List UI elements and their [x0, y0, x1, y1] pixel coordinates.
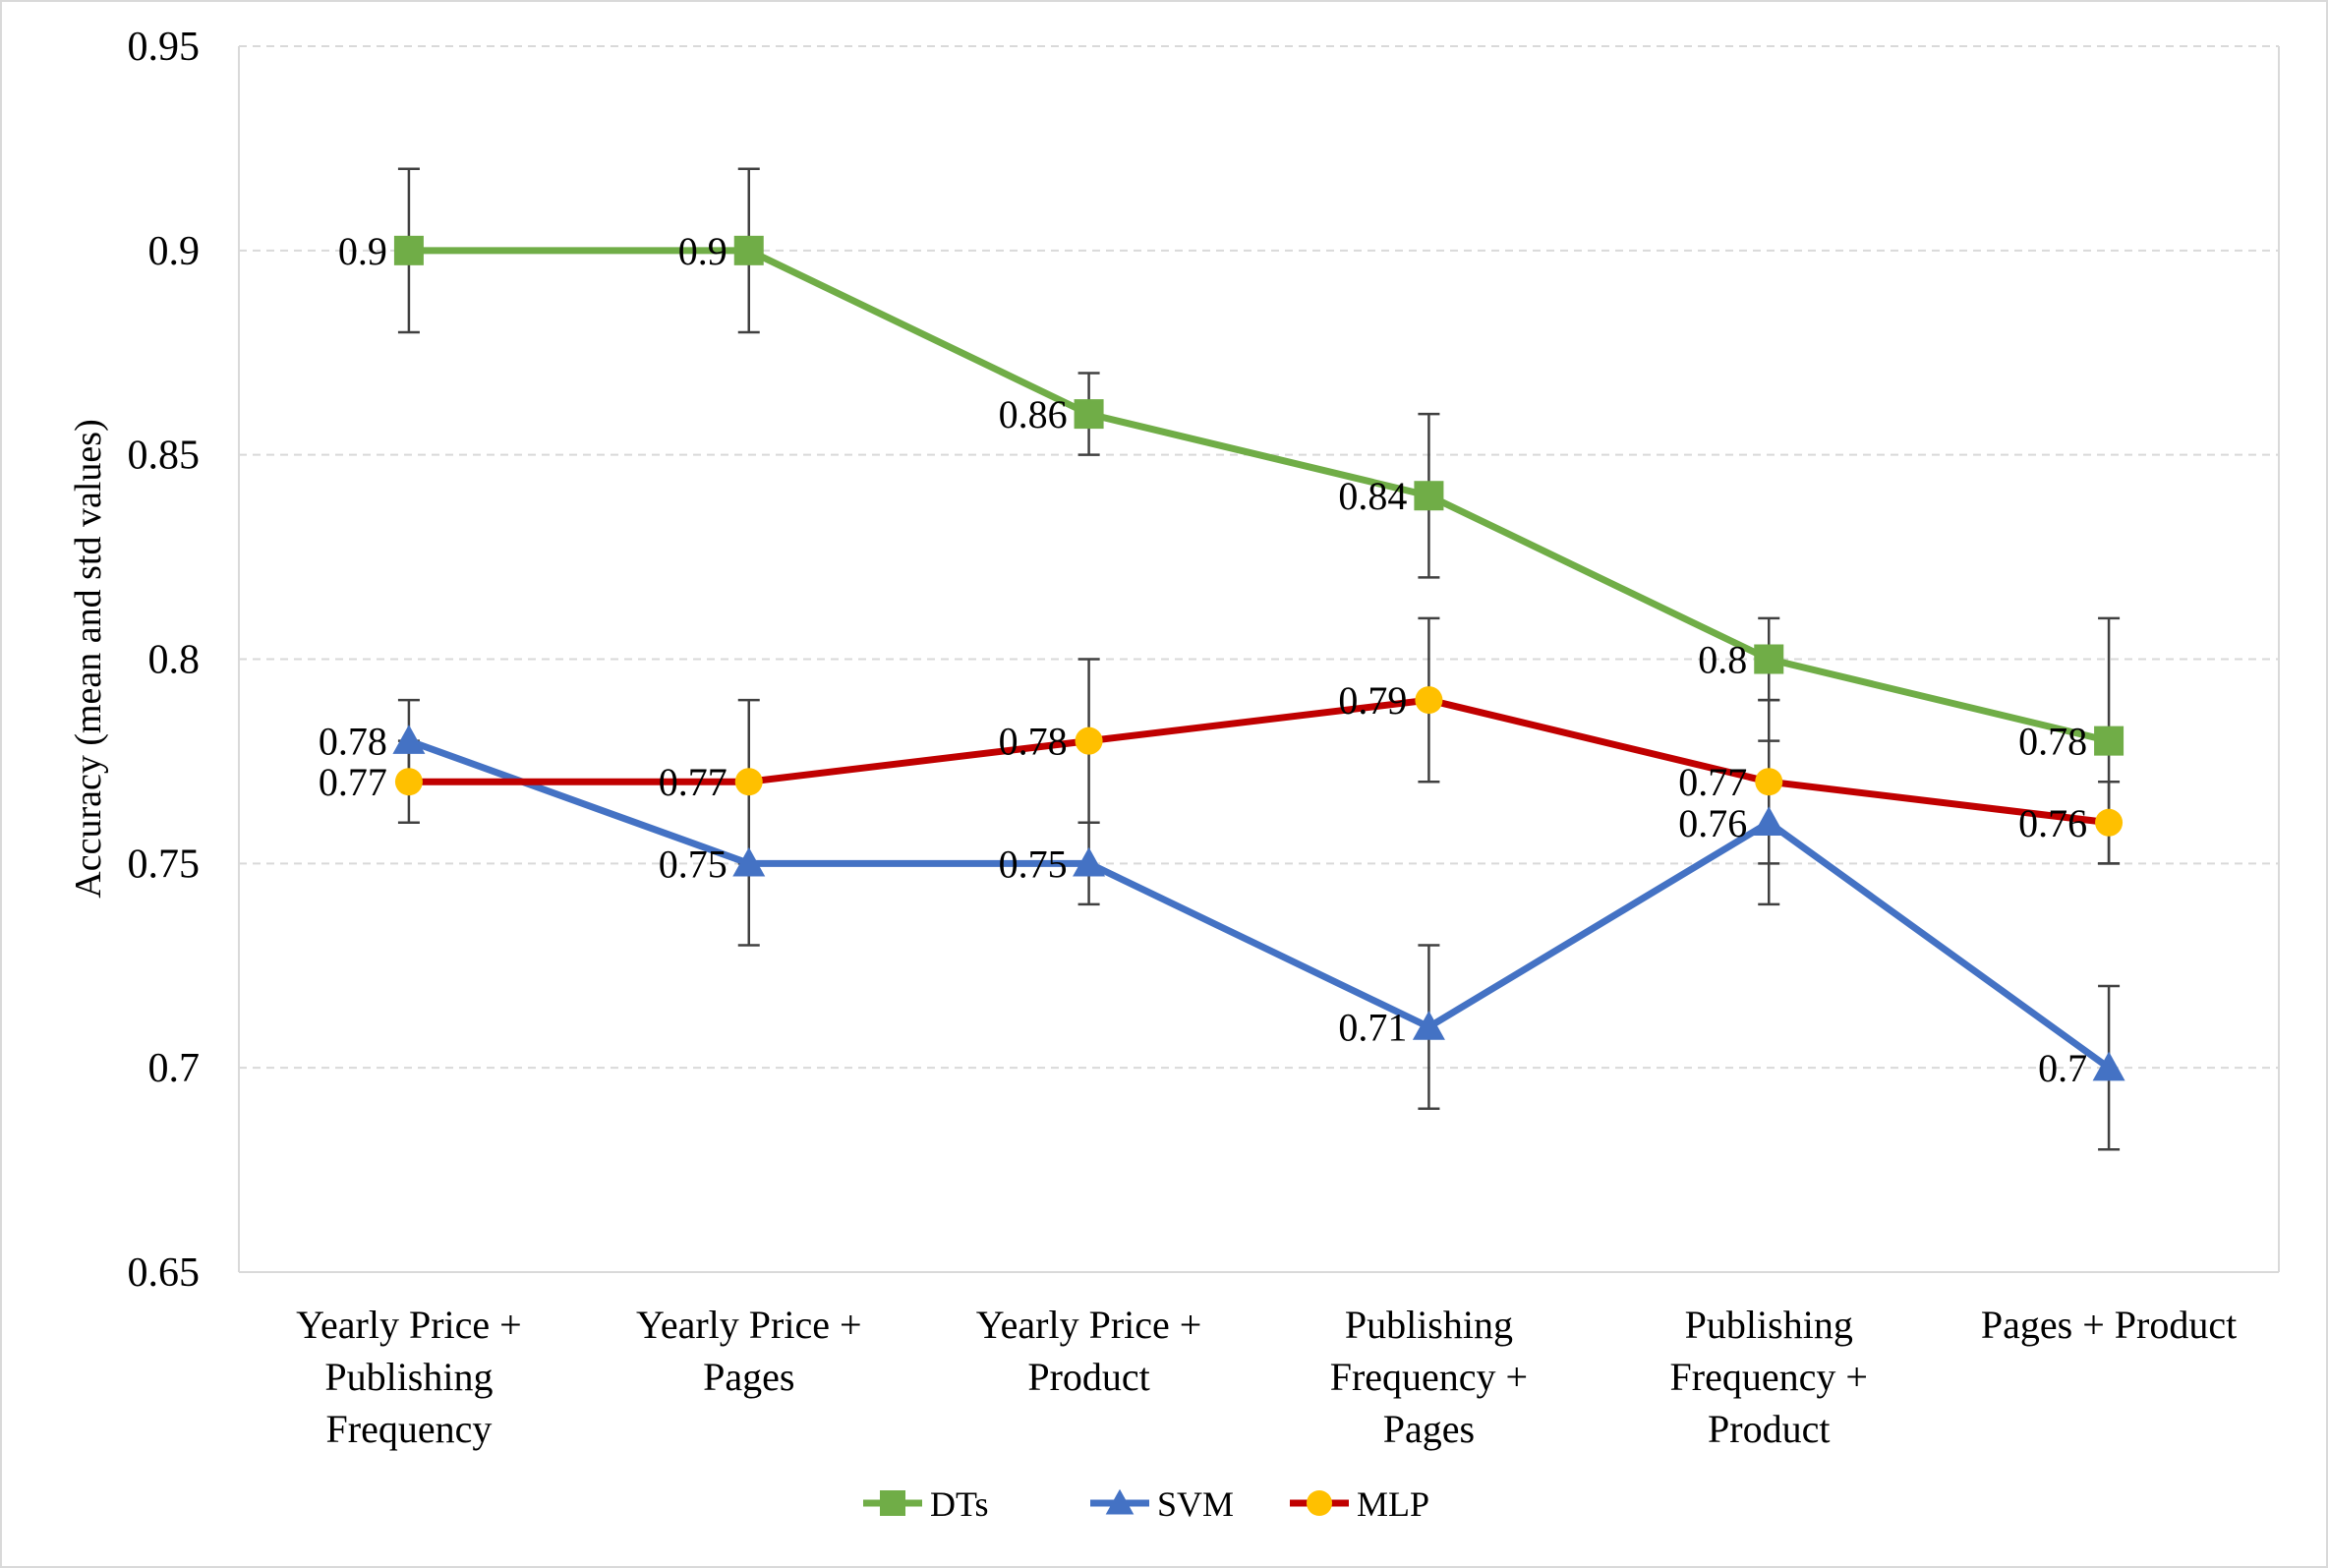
x-category-label: Yearly Price +: [636, 1303, 862, 1347]
y-tick-label: 0.8: [148, 638, 201, 683]
legend: DTs SVM MLP: [863, 1484, 1429, 1524]
legend-item-svm: SVM: [1090, 1484, 1234, 1524]
legend-label: DTs: [930, 1484, 988, 1524]
y-tick-label: 0.95: [128, 25, 201, 70]
x-category-label: Pages + Product: [1981, 1303, 2237, 1347]
legend-label: SVM: [1157, 1484, 1234, 1524]
series-line-dts: [408, 247, 2110, 745]
point-mlp: [1415, 686, 1443, 715]
point-svm: [1412, 1011, 1445, 1040]
axes: [238, 46, 2280, 1273]
data-label-dts: 0.8: [1698, 638, 1747, 682]
data-label-dts: 0.86: [999, 392, 1068, 436]
data-label-svm: 0.76: [1678, 801, 1747, 845]
x-category-label: Frequency +: [1670, 1355, 1868, 1399]
x-category-labels: Yearly Price + Publishing Frequency Yearly …: [296, 1303, 2237, 1451]
point-mlp: [394, 768, 423, 796]
x-category-label: Pages: [1383, 1407, 1475, 1451]
point-svm: [1073, 846, 1106, 877]
x-category-label: Publishing: [324, 1355, 493, 1399]
x-category-label: Frequency +: [1330, 1355, 1528, 1399]
point-dts: [2094, 726, 2124, 756]
x-category-label: Product: [1708, 1407, 1830, 1451]
point-mlp: [2095, 808, 2124, 837]
point-mlp: [734, 768, 763, 796]
y-axis-title-group: Accuracy (mean and std values): [68, 419, 109, 898]
point-svm: [1752, 806, 1785, 836]
y-tick-label: 0.9: [148, 229, 201, 274]
y-axis-title: Accuracy (mean and std values): [68, 419, 109, 898]
x-category-label: Yearly Price +: [296, 1303, 522, 1347]
y-tick-label: 0.65: [128, 1250, 201, 1296]
x-category-label: Pages: [703, 1355, 794, 1399]
x-category-label: Yearly Price +: [976, 1303, 1202, 1347]
point-dts: [1074, 399, 1104, 430]
point-svm: [392, 725, 426, 754]
data-labels: 0.9 0.9 0.86 0.84 0.8 0.78 0.78 0.75 0.75 0.71 0.7…: [319, 229, 2087, 1090]
y-tick-label: 0.7: [148, 1046, 201, 1091]
data-label-mlp: 0.79: [1338, 678, 1407, 723]
y-tick-label: 0.85: [128, 434, 201, 479]
point-dts: [733, 235, 764, 265]
legend-item-mlp: MLP: [1290, 1484, 1429, 1524]
data-label-dts: 0.78: [2018, 720, 2087, 764]
series-lines: [407, 247, 2112, 1072]
grid: [239, 45, 2279, 1070]
data-label-dts: 0.9: [338, 229, 387, 273]
data-label-svm: 0.71: [1338, 1006, 1407, 1050]
series-line-mlp: [408, 696, 2110, 827]
point-mlp: [1755, 768, 1783, 796]
data-label-dts: 0.84: [1338, 474, 1407, 518]
data-label-mlp: 0.77: [1678, 760, 1747, 804]
legend-label: MLP: [1357, 1484, 1429, 1524]
x-category-label: Frequency: [326, 1407, 493, 1451]
data-label-mlp: 0.77: [319, 760, 387, 804]
legend-marker: [1307, 1490, 1332, 1516]
y-tick-labels: 0.65 0.7 0.75 0.8 0.85 0.9 0.95: [128, 25, 201, 1296]
data-label-mlp: 0.76: [2018, 801, 2087, 845]
data-label-mlp: 0.78: [999, 720, 1068, 764]
series-line-svm: [407, 737, 2112, 1072]
legend-item-dts: DTs: [863, 1484, 988, 1524]
data-label-mlp: 0.77: [659, 760, 728, 804]
legend-marker: [1105, 1488, 1135, 1515]
data-label-svm: 0.75: [999, 842, 1068, 886]
point-svm: [732, 846, 766, 877]
data-label-svm: 0.7: [2038, 1046, 2087, 1090]
x-category-label: Product: [1027, 1355, 1149, 1399]
data-label-dts: 0.9: [678, 229, 728, 273]
point-mlp: [1075, 726, 1103, 755]
point-dts: [393, 235, 424, 265]
point-svm: [2092, 1051, 2125, 1081]
x-category-label: Publishing: [1685, 1303, 1853, 1347]
series-markers: [392, 235, 2125, 1081]
x-category-label: Publishing: [1345, 1303, 1513, 1347]
point-dts: [1754, 644, 1784, 674]
point-dts: [1414, 481, 1444, 511]
legend-marker: [880, 1490, 905, 1516]
y-tick-label: 0.75: [128, 842, 201, 887]
data-label-svm: 0.75: [659, 842, 728, 886]
data-label-svm: 0.78: [319, 720, 387, 764]
